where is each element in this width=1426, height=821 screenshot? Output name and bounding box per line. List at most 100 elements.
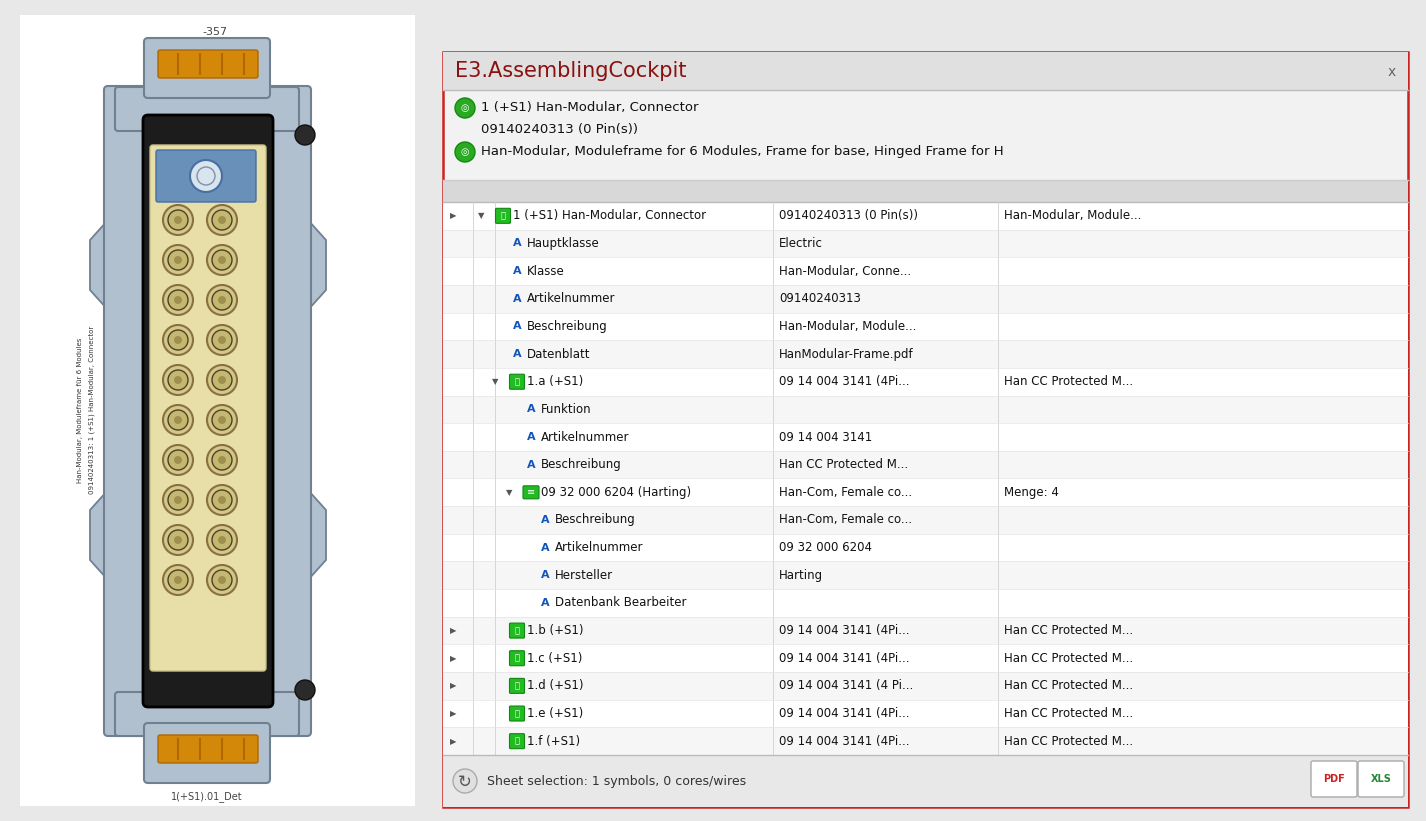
- Circle shape: [163, 205, 193, 235]
- Circle shape: [163, 445, 193, 475]
- Text: Funktion: Funktion: [540, 403, 592, 416]
- Circle shape: [207, 525, 237, 555]
- Circle shape: [212, 410, 232, 430]
- Circle shape: [168, 250, 188, 270]
- Text: Beschreibung: Beschreibung: [540, 458, 622, 471]
- Bar: [443, 396, 1407, 423]
- Circle shape: [168, 290, 188, 310]
- Text: A: A: [540, 515, 549, 525]
- Circle shape: [218, 256, 225, 264]
- Bar: [443, 52, 1407, 90]
- Text: 🔒: 🔒: [515, 377, 519, 386]
- Text: 1.d (+S1): 1.d (+S1): [528, 679, 583, 692]
- FancyBboxPatch shape: [509, 678, 525, 694]
- Text: 🔒: 🔒: [515, 681, 519, 690]
- Text: Datenbank Bearbeiter: Datenbank Bearbeiter: [555, 596, 686, 609]
- Text: ◎: ◎: [461, 147, 469, 157]
- Text: Han CC Protected M...: Han CC Protected M...: [1004, 624, 1134, 637]
- Text: 1 (+S1) Han-Modular, Connector: 1 (+S1) Han-Modular, Connector: [481, 102, 699, 114]
- Text: 1.e (+S1): 1.e (+S1): [528, 707, 583, 720]
- Text: ▼: ▼: [506, 488, 512, 497]
- Circle shape: [168, 210, 188, 230]
- Text: HanModular-Frame.pdf: HanModular-Frame.pdf: [779, 347, 914, 360]
- FancyBboxPatch shape: [1310, 761, 1358, 797]
- Circle shape: [212, 330, 232, 350]
- Text: Han CC Protected M...: Han CC Protected M...: [1004, 735, 1134, 748]
- FancyBboxPatch shape: [509, 651, 525, 666]
- Text: PDF: PDF: [1323, 774, 1345, 784]
- FancyBboxPatch shape: [261, 86, 311, 736]
- Circle shape: [163, 525, 193, 555]
- FancyBboxPatch shape: [116, 87, 299, 131]
- Text: Han CC Protected M...: Han CC Protected M...: [1004, 707, 1134, 720]
- Circle shape: [207, 405, 237, 435]
- Text: ▶: ▶: [449, 709, 456, 718]
- Text: 09140240313: 1 (+S1) Han-Modular, Connector: 09140240313: 1 (+S1) Han-Modular, Connec…: [88, 326, 96, 494]
- Bar: [443, 230, 1407, 257]
- Circle shape: [190, 160, 222, 192]
- Circle shape: [218, 416, 225, 424]
- Text: Han CC Protected M...: Han CC Protected M...: [1004, 652, 1134, 665]
- Bar: [443, 340, 1407, 368]
- Circle shape: [163, 485, 193, 515]
- Text: ▼: ▼: [478, 211, 485, 220]
- FancyBboxPatch shape: [495, 209, 511, 223]
- Circle shape: [174, 416, 183, 424]
- Text: Han CC Protected M...: Han CC Protected M...: [1004, 375, 1134, 388]
- Polygon shape: [278, 490, 327, 580]
- Bar: [20, 15, 415, 806]
- Circle shape: [295, 125, 315, 145]
- Circle shape: [163, 325, 193, 355]
- Circle shape: [212, 290, 232, 310]
- Text: 09 14 004 3141 (4Pi...: 09 14 004 3141 (4Pi...: [779, 735, 910, 748]
- Circle shape: [207, 205, 237, 235]
- Text: 🔒: 🔒: [515, 709, 519, 718]
- Text: Artikelnummer: Artikelnummer: [540, 430, 629, 443]
- Text: A: A: [513, 294, 522, 304]
- Circle shape: [218, 216, 225, 224]
- Text: ▶: ▶: [449, 681, 456, 690]
- Circle shape: [168, 410, 188, 430]
- Text: 1.c (+S1): 1.c (+S1): [528, 652, 582, 665]
- Text: 🔒: 🔒: [501, 211, 505, 220]
- FancyBboxPatch shape: [143, 115, 272, 707]
- Text: Artikelnummer: Artikelnummer: [528, 292, 616, 305]
- Text: A: A: [526, 405, 535, 415]
- Text: 09 14 004 3141 (4Pi...: 09 14 004 3141 (4Pi...: [779, 375, 910, 388]
- Circle shape: [174, 496, 183, 504]
- Text: Han-Com, Female co...: Han-Com, Female co...: [779, 513, 913, 526]
- Text: 🔒: 🔒: [515, 626, 519, 635]
- Circle shape: [174, 376, 183, 384]
- Text: ▶: ▶: [449, 736, 456, 745]
- Text: 09 14 004 3141: 09 14 004 3141: [779, 430, 873, 443]
- Circle shape: [455, 98, 475, 118]
- Circle shape: [174, 536, 183, 544]
- FancyBboxPatch shape: [155, 150, 257, 202]
- Circle shape: [174, 336, 183, 344]
- Circle shape: [212, 210, 232, 230]
- Bar: [443, 313, 1407, 340]
- Circle shape: [168, 330, 188, 350]
- Text: 09140240313 (0 Pin(s)): 09140240313 (0 Pin(s)): [779, 209, 918, 222]
- Text: Han-Modular, Module...: Han-Modular, Module...: [779, 320, 917, 333]
- Circle shape: [212, 370, 232, 390]
- Circle shape: [207, 445, 237, 475]
- Text: ↻: ↻: [458, 773, 472, 791]
- Circle shape: [212, 570, 232, 590]
- Circle shape: [174, 256, 183, 264]
- Bar: [443, 699, 1407, 727]
- FancyBboxPatch shape: [509, 734, 525, 749]
- Bar: [443, 727, 1407, 755]
- FancyBboxPatch shape: [150, 145, 267, 671]
- Text: 09140240313: 09140240313: [779, 292, 861, 305]
- Text: Han-Modular, Conne...: Han-Modular, Conne...: [779, 264, 911, 277]
- Text: 1.a (+S1): 1.a (+S1): [528, 375, 583, 388]
- Circle shape: [218, 376, 225, 384]
- Text: Artikelnummer: Artikelnummer: [555, 541, 643, 554]
- FancyBboxPatch shape: [523, 486, 539, 499]
- Circle shape: [212, 490, 232, 510]
- Text: A: A: [540, 543, 549, 553]
- Text: Datenblatt: Datenblatt: [528, 347, 590, 360]
- Circle shape: [168, 490, 188, 510]
- Bar: [443, 562, 1407, 589]
